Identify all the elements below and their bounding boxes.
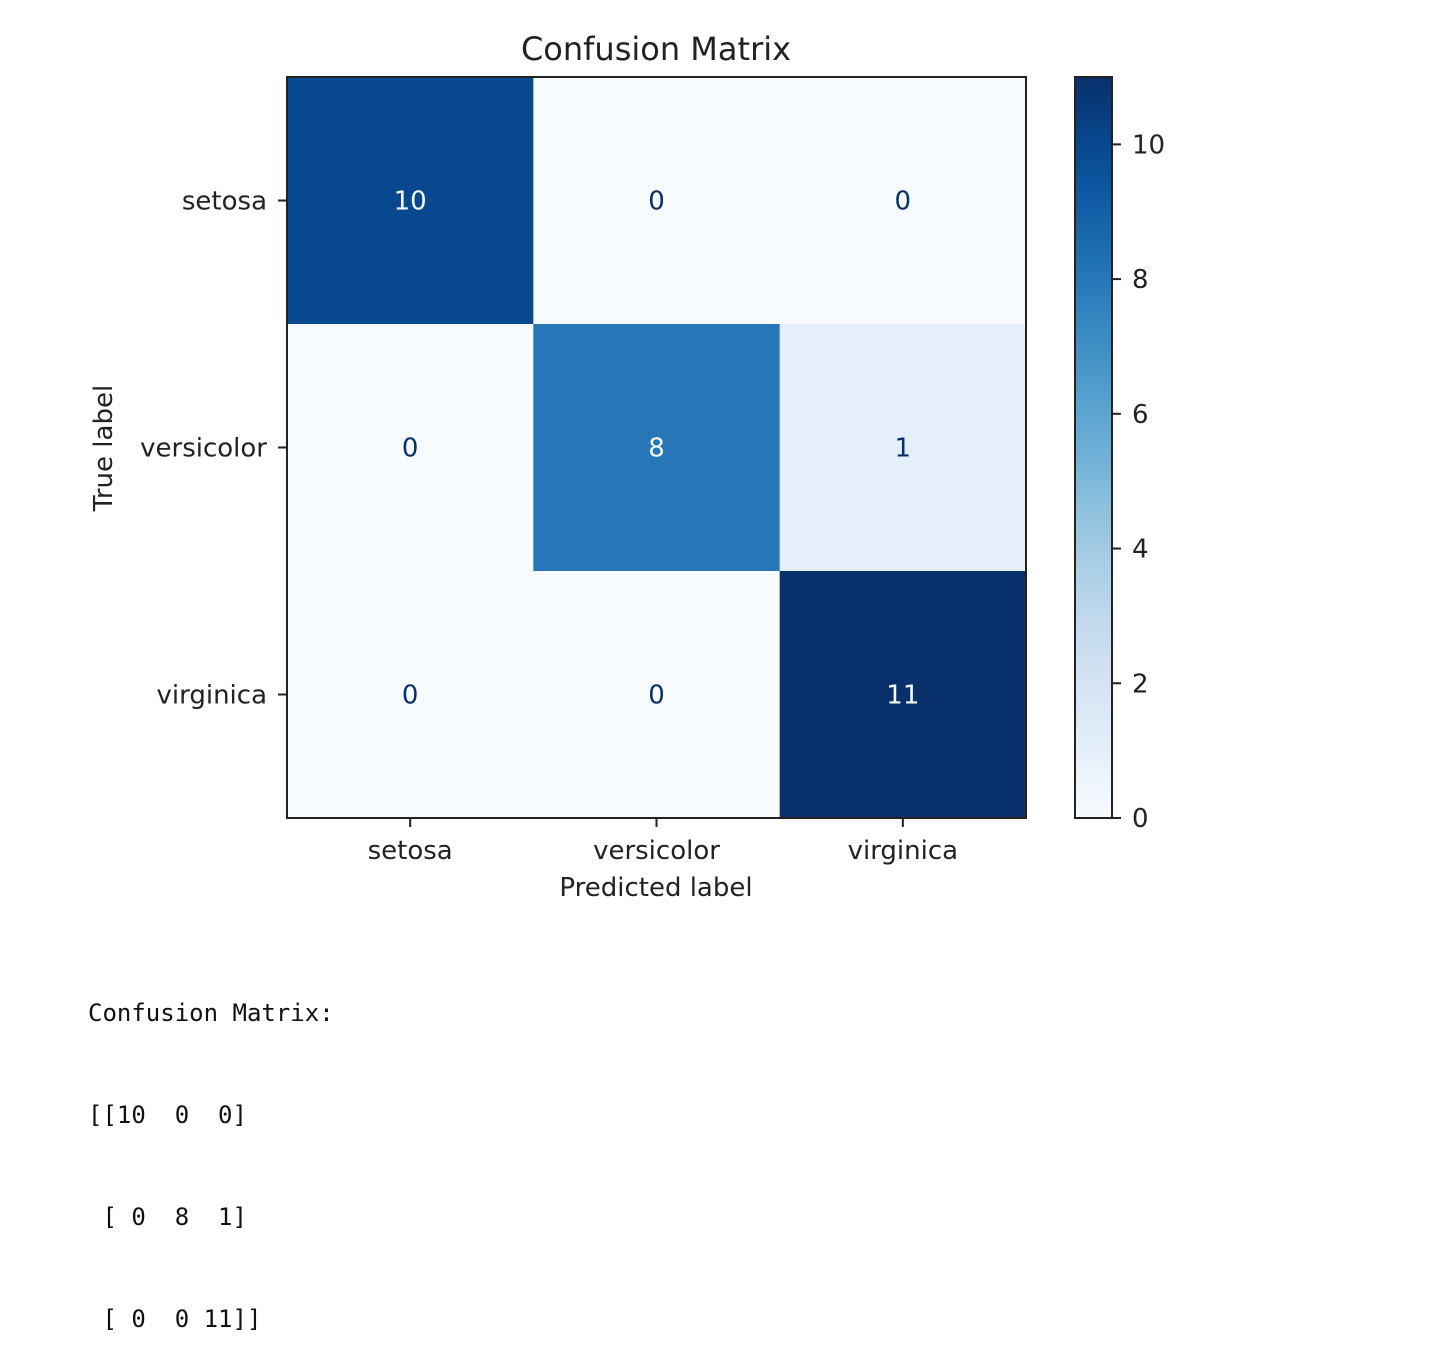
heatmap-cell — [779, 324, 1027, 572]
cell-value-label: 0 — [402, 681, 419, 711]
colorbar-tick-label: 4 — [1132, 535, 1149, 565]
heatmap-cell — [533, 571, 781, 819]
cell-value-label: 11 — [886, 681, 919, 711]
x-axis-label: Predicted label — [559, 873, 752, 903]
heatmap-cells — [287, 77, 1027, 819]
confusion-matrix-chart: Confusion Matrix 10 0 00 8 10 0 11 setosa versi… — [89, 30, 1165, 903]
colorbar — [1074, 76, 1113, 819]
colorbar-tick-label: 6 — [1132, 400, 1149, 430]
cell-value-label: 0 — [648, 187, 665, 217]
heatmap-cell — [287, 324, 534, 572]
heatmap-cell — [287, 571, 534, 819]
colorbar-tick-label: 8 — [1132, 265, 1149, 295]
heatmap-cell-labels: 10 0 00 8 10 0 11 — [394, 187, 920, 711]
heatmap-cell — [287, 77, 534, 325]
y-tick-label: setosa — [182, 187, 267, 217]
colorbar-tick-label: 0 — [1132, 804, 1149, 834]
colorbar-tick-label: 10 — [1132, 130, 1165, 160]
console-line: Confusion Matrix: — [88, 999, 334, 1027]
heatmap-cell — [533, 77, 781, 325]
cell-value-label: 1 — [895, 434, 912, 464]
colorbar-ticks: 0 2 4 6 8 10 — [1112, 130, 1165, 834]
heatmap-cell — [533, 324, 781, 572]
colorbar-tick-label: 2 — [1132, 669, 1149, 699]
y-tick-label: virginica — [157, 681, 268, 711]
console-output: Confusion Matrix: [[10 0 0] [ 0 8 1] [ 0… — [88, 928, 334, 1370]
cell-value-label: 0 — [402, 434, 419, 464]
console-line: [ 0 8 1] — [88, 1203, 247, 1231]
console-line: [ 0 0 11]] — [88, 1305, 262, 1333]
heatmap-cell — [779, 571, 1027, 819]
cell-value-label: 0 — [895, 187, 912, 217]
x-axis-ticks: setosa versicolor virginica — [368, 818, 958, 866]
cell-value-label: 8 — [648, 434, 665, 464]
y-axis-label: True label — [89, 385, 119, 512]
chart-title: Confusion Matrix — [521, 30, 791, 68]
y-tick-label: versicolor — [140, 434, 267, 464]
x-tick-label: setosa — [368, 836, 453, 866]
heatmap-cell — [779, 77, 1027, 325]
x-tick-label: versicolor — [593, 836, 720, 866]
cell-value-label: 0 — [648, 681, 665, 711]
cell-value-label: 10 — [394, 187, 427, 217]
console-line: [[10 0 0] — [88, 1101, 247, 1129]
x-tick-label: virginica — [848, 836, 959, 866]
y-axis-ticks: setosa versicolor virginica — [140, 187, 287, 711]
